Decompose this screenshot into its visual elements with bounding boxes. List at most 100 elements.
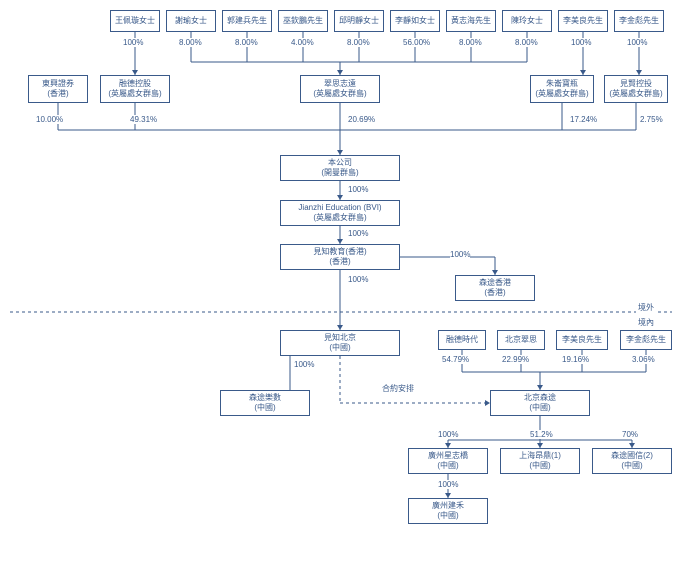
person-2: 郭建兵先生 [222, 10, 272, 32]
person-pct-6: 8.00% [459, 38, 482, 47]
box-line1: 森途國信(2) [611, 451, 653, 461]
box-line1: 巫欽鵬先生 [283, 16, 323, 26]
person-9: 李金彪先生 [614, 10, 664, 32]
row2-jianxian: 見賢控投(英屬處女群島) [604, 75, 668, 103]
person-pct-3: 4.00% [291, 38, 314, 47]
row2-pct-0: 10.00% [36, 115, 63, 124]
box-line1: 北京翠思 [505, 335, 537, 345]
bvi: Jianzhi Education (BVI)(英屬處女群島) [280, 200, 400, 226]
box-line2: (香港) [484, 288, 505, 298]
shareholder-pct-0: 54.79% [442, 355, 469, 364]
person-pct-2: 8.00% [235, 38, 258, 47]
row2-pct-4: 2.75% [640, 115, 663, 124]
box-line2: (開曼群島) [321, 168, 358, 178]
box-line1: 廣州星志橋 [428, 451, 468, 461]
pct-bvi: 100% [348, 229, 368, 238]
box-line1: 李金彪先生 [626, 335, 666, 345]
pct-hk-right: 100% [450, 250, 470, 259]
beijing-sentu: 北京森途(中國) [490, 390, 590, 416]
row2-pct-2: 20.69% [348, 115, 375, 124]
person-pct-7: 8.00% [515, 38, 538, 47]
box-line1: 李靜如女士 [395, 16, 435, 26]
guangzhou-jianhe: 廣州建禾(中國) [408, 498, 488, 524]
box-line1: 謝瑜女士 [175, 16, 207, 26]
person-pct-4: 8.00% [347, 38, 370, 47]
row2-dongxing: 東興證券(香港) [28, 75, 88, 103]
person-4: 邱明靜女士 [334, 10, 384, 32]
pct-company: 100% [348, 185, 368, 194]
box-line1: 上海昂鼎(1) [519, 451, 561, 461]
box-line1: 融德控股 [119, 79, 151, 89]
box-line2: (英屬處女群島) [313, 89, 366, 99]
bjs-child-2: 森途國信(2)(中國) [592, 448, 672, 474]
box-line2: (中國) [621, 461, 642, 471]
person-5: 李靜如女士 [390, 10, 440, 32]
box-line1: 廣州建禾 [432, 501, 464, 511]
box-line1: Jianzhi Education (BVI) [298, 203, 381, 213]
row2-pct-3: 17.24% [570, 115, 597, 124]
pct-hk-down: 100% [348, 275, 368, 284]
label-outside: 境外 [636, 302, 656, 313]
row2-zhubao: 朱崙寶瓶(英屬處女群島) [530, 75, 594, 103]
box-line1: 東興證券 [42, 79, 74, 89]
shareholder-pct-1: 22.99% [502, 355, 529, 364]
box-line2: (中國) [437, 511, 458, 521]
box-line2: (中國) [529, 403, 550, 413]
pct-jzbj: 100% [294, 360, 314, 369]
row2-rongde: 融德控股(英屬處女群島) [100, 75, 170, 103]
box-line2: (香港) [47, 89, 68, 99]
row2-cuisi: 翠思志遠(英屬處女群島) [300, 75, 380, 103]
box-line1: 李美良先生 [563, 16, 603, 26]
box-line1: 森途樂數 [249, 393, 281, 403]
person-0: 王佩璇女士 [110, 10, 160, 32]
box-line1: 朱崙寶瓶 [546, 79, 578, 89]
box-line1: 郭建兵先生 [227, 16, 267, 26]
shareholder-2: 李美良先生 [556, 330, 608, 350]
sentu-hk: 森途香港(香港) [455, 275, 535, 301]
person-pct-8: 100% [571, 38, 591, 47]
box-line1: 王佩璇女士 [115, 16, 155, 26]
bjs-child-pct-2: 70% [622, 430, 638, 439]
row2-pct-1: 49.31% [130, 115, 157, 124]
box-line1: 黃志海先生 [451, 16, 491, 26]
box-line1: 融德時代 [446, 335, 478, 345]
box-line2: (中國) [437, 461, 458, 471]
shareholder-0: 融德時代 [438, 330, 486, 350]
box-line1: 李金彪先生 [619, 16, 659, 26]
box-line2: (中國) [529, 461, 550, 471]
box-line1: 翠思志遠 [324, 79, 356, 89]
box-line1: 森途香港 [479, 278, 511, 288]
box-line1: 見知北京 [324, 333, 356, 343]
person-pct-0: 100% [123, 38, 143, 47]
box-line2: (中國) [254, 403, 275, 413]
person-7: 陳玲女士 [502, 10, 552, 32]
hk: 見知教育(香港)(香港) [280, 244, 400, 270]
label-contract: 合約安排 [380, 383, 416, 394]
jianzhi-beijing: 見知北京(中國) [280, 330, 400, 356]
bjs-child-1: 上海昂鼎(1)(中國) [500, 448, 580, 474]
box-line1: 見知教育(香港) [313, 247, 366, 257]
pct-gz: 100% [438, 480, 458, 489]
shareholder-3: 李金彪先生 [620, 330, 672, 350]
shareholder-1: 北京翠思 [497, 330, 545, 350]
company: 本公司(開曼群島) [280, 155, 400, 181]
box-line1: 本公司 [328, 158, 352, 168]
box-line1: 邱明靜女士 [339, 16, 379, 26]
box-line1: 陳玲女士 [511, 16, 543, 26]
sentu-leshu: 森途樂數(中國) [220, 390, 310, 416]
person-pct-5: 56.00% [403, 38, 430, 47]
box-line1: 見賢控投 [620, 79, 652, 89]
bjs-child-0: 廣州星志橋(中國) [408, 448, 488, 474]
box-line1: 北京森途 [524, 393, 556, 403]
bjs-child-pct-1: 51.2% [530, 430, 553, 439]
person-1: 謝瑜女士 [166, 10, 216, 32]
box-line2: (香港) [329, 257, 350, 267]
person-8: 李美良先生 [558, 10, 608, 32]
person-pct-9: 100% [627, 38, 647, 47]
box-line2: (英屬處女群島) [609, 89, 662, 99]
person-3: 巫欽鵬先生 [278, 10, 328, 32]
box-line2: (英屬處女群島) [108, 89, 161, 99]
box-line2: (英屬處女群島) [535, 89, 588, 99]
label-inside: 境內 [636, 317, 656, 328]
person-6: 黃志海先生 [446, 10, 496, 32]
